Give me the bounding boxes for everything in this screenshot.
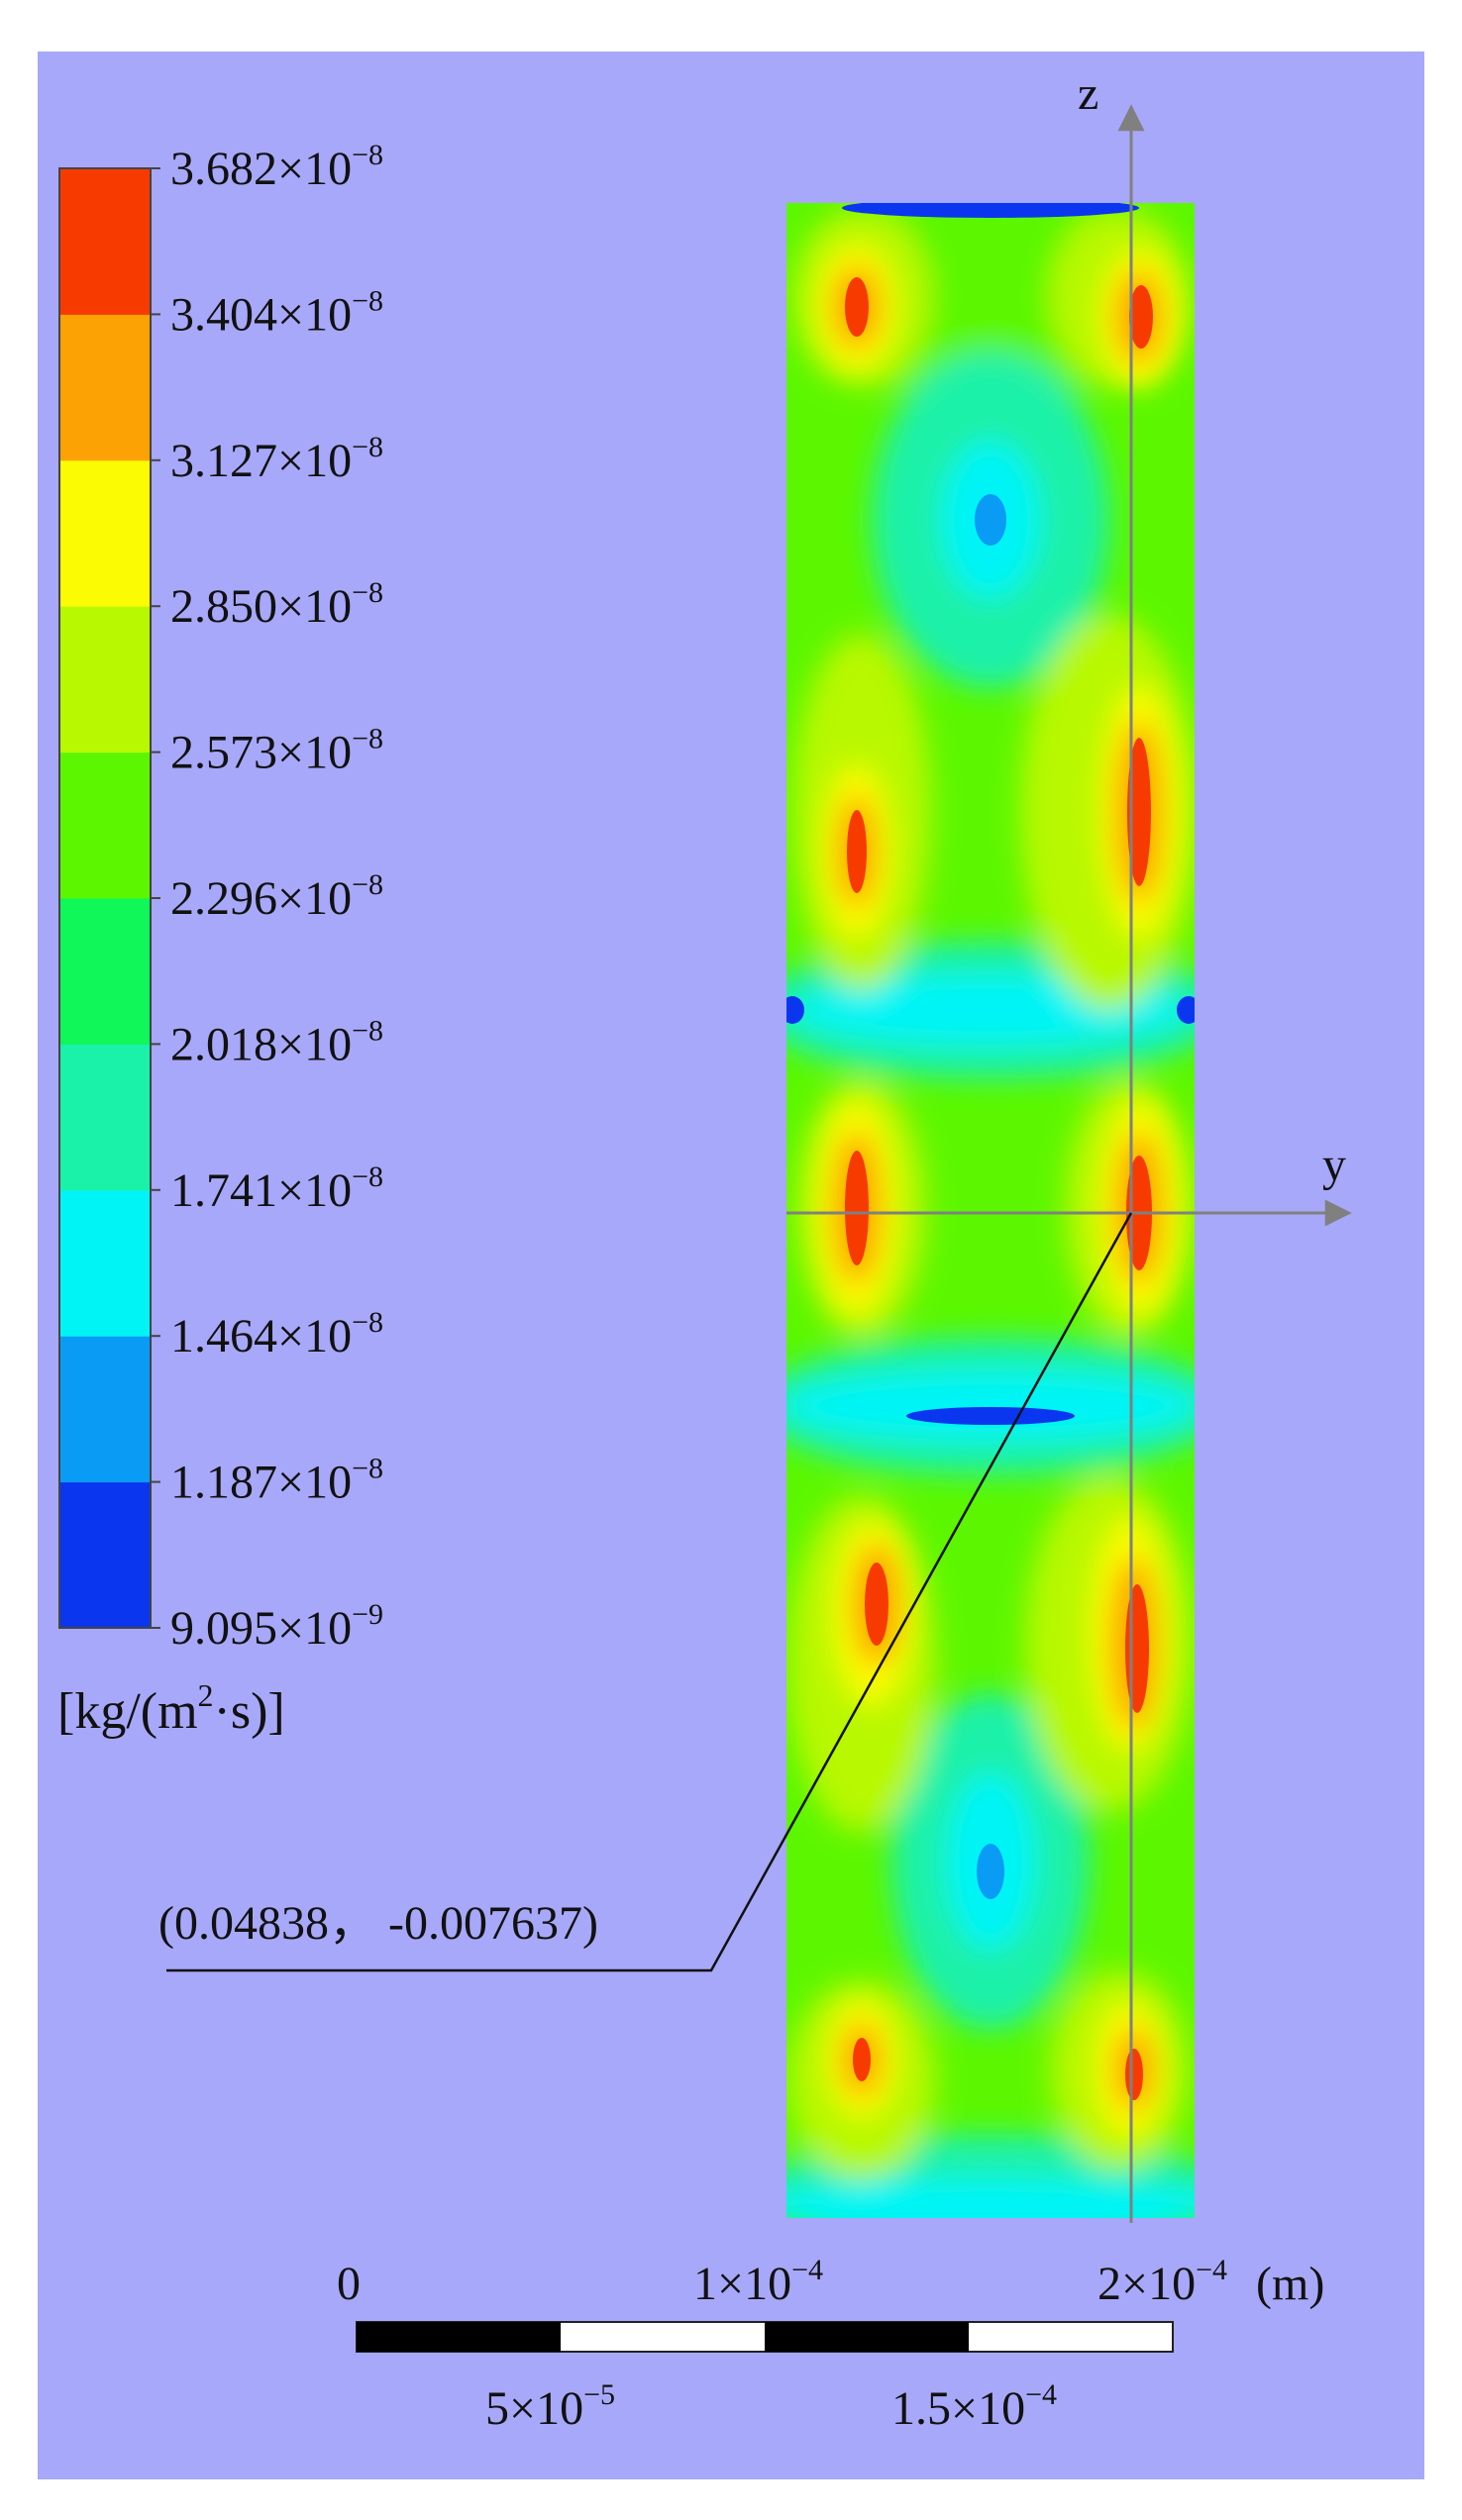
legend-band-5 [59, 752, 151, 899]
legend-tick-label: 2.573×10−8 [170, 723, 383, 779]
legend-band-0 [59, 1481, 151, 1629]
legend-tick-label-mantissa: 1.741 [170, 1164, 277, 1217]
legend-tick-label-mantissa: 9.095 [170, 1602, 277, 1655]
legend-tick-label-mantissa: 2.018 [170, 1018, 277, 1070]
legend-band-8 [59, 314, 151, 461]
legend-unit-prefix: [kg/(m [57, 1683, 198, 1740]
legend-tick-label-mantissa: 3.682 [170, 143, 277, 195]
times-sign: ×10 [277, 1310, 352, 1362]
legend-tick-label-mantissa: 1.464 [170, 1310, 277, 1362]
legend-unit-sup: 2 [198, 1677, 214, 1713]
times-sign: ×10 [277, 435, 352, 487]
scale-top-label: 2×10−4 [1097, 2254, 1227, 2310]
legend-tick-label-mantissa: 2.850 [170, 580, 277, 633]
legend-band-1 [59, 1336, 151, 1483]
times-sign: ×10 [277, 1164, 352, 1217]
color-legend [59, 168, 151, 1629]
legend-tick-label-exp: −8 [352, 576, 383, 609]
scale-bottom-label-mantissa: 5×10 [485, 2382, 583, 2435]
scale-top-label-exp: −4 [791, 2254, 823, 2286]
scale-top-label-mantissa: 2×10 [1097, 2258, 1196, 2310]
times-sign: ×10 [277, 727, 352, 779]
legend-tick-label: 1.741×10−8 [170, 1160, 383, 1217]
legend-tick-label-mantissa: 3.127 [170, 435, 277, 487]
legend-tick-label: 2.018×10−8 [170, 1014, 383, 1070]
scale-bar [356, 2321, 1174, 2353]
legend-tick-label: 9.095×10−9 [170, 1598, 383, 1655]
legend-tick-label: 1.464×10−8 [170, 1306, 383, 1362]
scale-top-label: 0 [337, 2258, 361, 2310]
legend-tick-label: 3.682×10−8 [170, 139, 383, 195]
scale-bar-labels: 0 1×10−4 2×10−4 (m)5×10−5 1.5×10−4 [337, 2254, 1324, 2435]
legend-band-2 [59, 1189, 151, 1337]
legend-tick-label-exp: −8 [352, 1306, 383, 1339]
scale-unit-label: (m) [1256, 2258, 1324, 2310]
plot-background [38, 51, 1424, 2479]
legend-tick-label-mantissa: 2.296 [170, 872, 277, 925]
annotation-label: (0.04838， -0.007637) [158, 1897, 598, 1950]
legend-tick-label: 3.127×10−8 [170, 431, 383, 487]
legend-tick-labels: 3.682×10−83.404×10−83.127×10−82.850×10−8… [151, 139, 383, 1655]
legend-band-4 [59, 898, 151, 1045]
z-axis-label: z [1078, 67, 1098, 120]
legend-tick-label: 2.850×10−8 [170, 576, 383, 633]
legend-unit-label: [kg/(m2·s)] [57, 1677, 285, 1740]
legend-unit-suffix: ·s)] [214, 1683, 285, 1740]
scale-top-label-mantissa: 1×10 [693, 2258, 791, 2310]
times-sign: ×10 [277, 580, 352, 633]
scale-top-label-mantissa: 0 [337, 2258, 361, 2310]
legend-tick-label: 3.404×10−8 [170, 284, 383, 341]
scale-bottom-label-exp: −4 [1025, 2378, 1057, 2411]
times-sign: ×10 [277, 288, 352, 341]
scale-bottom-label-mantissa: 1.5×10 [891, 2382, 1025, 2435]
legend-tick-label-exp: −8 [352, 1453, 383, 1485]
annotation-leader-line [166, 1212, 1133, 1972]
scale-bottom-label: 5×10−5 [485, 2378, 615, 2435]
times-sign: ×10 [277, 872, 352, 925]
times-sign: ×10 [277, 143, 352, 195]
legend-tick-label-exp: −8 [352, 139, 383, 171]
legend-tick-label: 2.296×10−8 [170, 868, 383, 925]
scale-bottom-label-exp: −5 [583, 2378, 615, 2411]
legend-tick-label-exp: −8 [352, 431, 383, 463]
legend-band-6 [59, 606, 151, 754]
scale-top-label-exp: −4 [1196, 2254, 1227, 2286]
legend-tick-label-mantissa: 1.187 [170, 1457, 277, 1509]
times-sign: ×10 [277, 1457, 352, 1509]
legend-tick-label-mantissa: 2.573 [170, 727, 277, 779]
y-axis-label: y [1322, 1139, 1346, 1191]
legend-band-3 [59, 1044, 151, 1191]
legend-tick-label-exp: −8 [352, 868, 383, 901]
legend-tick-label-exp: −9 [352, 1598, 383, 1631]
contour-strip [786, 203, 1195, 2218]
legend-tick-label: 1.187×10−8 [170, 1453, 383, 1509]
legend-tick-label-exp: −8 [352, 1160, 383, 1193]
legend-tick-label-exp: −8 [352, 723, 383, 756]
legend-band-7 [59, 459, 151, 607]
legend-tick-label-mantissa: 3.404 [170, 288, 277, 341]
legend-band-9 [59, 168, 151, 315]
scale-bottom-label: 1.5×10−4 [891, 2378, 1057, 2435]
times-sign: ×10 [277, 1018, 352, 1070]
legend-tick-label-exp: −8 [352, 1014, 383, 1047]
times-sign: ×10 [277, 1602, 352, 1655]
scale-top-label: 1×10−4 [693, 2254, 823, 2310]
legend-tick-label-exp: −8 [352, 284, 383, 317]
